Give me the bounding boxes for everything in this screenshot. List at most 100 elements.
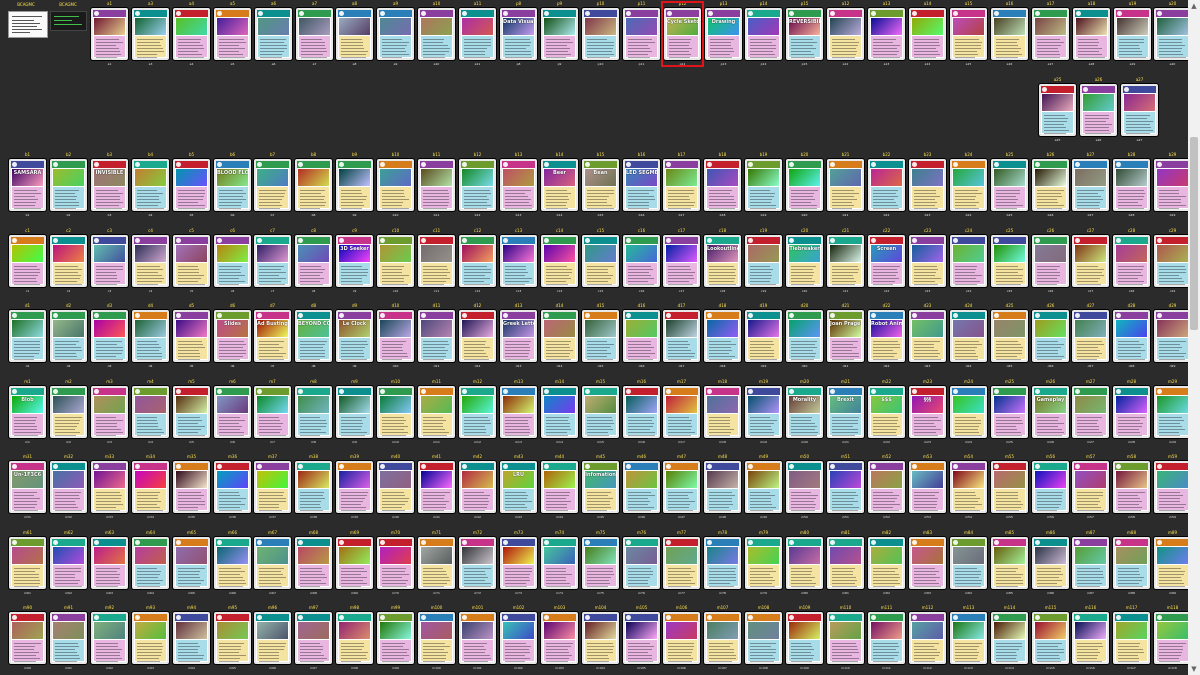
- card[interactable]: [132, 537, 169, 589]
- card[interactable]: [214, 235, 251, 287]
- card[interactable]: [418, 8, 455, 60]
- terminal-thumbnail[interactable]: [50, 11, 87, 31]
- card[interactable]: [1121, 84, 1158, 136]
- card[interactable]: [582, 612, 619, 664]
- card[interactable]: [1032, 310, 1069, 362]
- card[interactable]: [623, 8, 660, 60]
- card[interactable]: [950, 386, 987, 438]
- card[interactable]: [909, 8, 946, 60]
- card[interactable]: [950, 8, 987, 60]
- card[interactable]: [459, 537, 496, 589]
- card[interactable]: [1072, 235, 1109, 287]
- card[interactable]: Screen: [868, 235, 905, 287]
- card[interactable]: [132, 8, 169, 60]
- card[interactable]: Drawing: [705, 8, 742, 60]
- card[interactable]: [582, 386, 619, 438]
- card[interactable]: BEYOND CODE: [295, 310, 332, 362]
- card[interactable]: [950, 159, 987, 211]
- card[interactable]: [663, 310, 700, 362]
- card[interactable]: [173, 612, 210, 664]
- card[interactable]: [991, 461, 1028, 513]
- card[interactable]: [745, 159, 782, 211]
- card[interactable]: LED SEGMENTS: [623, 159, 660, 211]
- card[interactable]: [377, 310, 414, 362]
- card[interactable]: [582, 8, 619, 60]
- card[interactable]: [991, 386, 1028, 438]
- scroll-down-icon[interactable]: ▼: [1191, 665, 1197, 673]
- card[interactable]: [500, 612, 537, 664]
- card[interactable]: Beer: [541, 159, 578, 211]
- card[interactable]: [541, 235, 578, 287]
- card[interactable]: [91, 235, 128, 287]
- card[interactable]: [541, 8, 578, 60]
- card[interactable]: [296, 8, 333, 60]
- card[interactable]: [991, 235, 1028, 287]
- card[interactable]: [1154, 461, 1191, 513]
- card[interactable]: [704, 310, 741, 362]
- card[interactable]: [827, 235, 864, 287]
- card[interactable]: [500, 537, 537, 589]
- card[interactable]: [132, 235, 169, 287]
- card[interactable]: [1113, 612, 1150, 664]
- card[interactable]: [91, 537, 128, 589]
- card[interactable]: [950, 310, 987, 362]
- card[interactable]: [214, 537, 251, 589]
- card[interactable]: INVISIBLE: [91, 159, 128, 211]
- card[interactable]: [9, 612, 46, 664]
- card[interactable]: [541, 386, 578, 438]
- vertical-scrollbar[interactable]: ▲ ▼: [1188, 0, 1200, 675]
- card[interactable]: [909, 159, 946, 211]
- card[interactable]: [1032, 159, 1069, 211]
- card[interactable]: [91, 8, 128, 60]
- card[interactable]: [704, 612, 741, 664]
- card[interactable]: REVERSIBILITY: [786, 8, 823, 60]
- card[interactable]: [132, 386, 169, 438]
- card[interactable]: [1154, 159, 1191, 211]
- card[interactable]: [1072, 386, 1109, 438]
- card[interactable]: [418, 235, 455, 287]
- card[interactable]: [1072, 537, 1109, 589]
- card[interactable]: [336, 461, 373, 513]
- card[interactable]: [459, 310, 496, 362]
- card[interactable]: [1154, 235, 1191, 287]
- card[interactable]: Data Visualization: [500, 8, 537, 60]
- card[interactable]: [868, 8, 905, 60]
- card[interactable]: Blob: [9, 386, 46, 438]
- card[interactable]: [377, 8, 414, 60]
- card[interactable]: [459, 235, 496, 287]
- card[interactable]: Morality: [786, 386, 823, 438]
- card[interactable]: Cycle Sketch: [664, 8, 701, 60]
- document-thumbnail[interactable]: [8, 11, 48, 38]
- card[interactable]: [91, 310, 128, 362]
- card[interactable]: [623, 612, 660, 664]
- card[interactable]: [786, 461, 823, 513]
- card[interactable]: [991, 612, 1028, 664]
- card[interactable]: $$$: [868, 386, 905, 438]
- card[interactable]: [500, 235, 537, 287]
- card[interactable]: [377, 461, 414, 513]
- card[interactable]: [991, 310, 1028, 362]
- card[interactable]: [868, 461, 905, 513]
- card[interactable]: [623, 386, 660, 438]
- card[interactable]: [91, 461, 128, 513]
- card[interactable]: [500, 159, 537, 211]
- card[interactable]: [827, 461, 864, 513]
- card[interactable]: [1072, 159, 1109, 211]
- card[interactable]: [704, 461, 741, 513]
- card[interactable]: [91, 612, 128, 664]
- card[interactable]: [663, 537, 700, 589]
- card[interactable]: [1154, 612, 1191, 664]
- card[interactable]: [459, 461, 496, 513]
- card[interactable]: [377, 537, 414, 589]
- card[interactable]: [377, 235, 414, 287]
- card[interactable]: [704, 159, 741, 211]
- card[interactable]: [541, 537, 578, 589]
- card[interactable]: [1073, 8, 1110, 60]
- card[interactable]: [663, 612, 700, 664]
- card[interactable]: [9, 310, 46, 362]
- card[interactable]: [50, 612, 87, 664]
- card[interactable]: [295, 235, 332, 287]
- card[interactable]: [1113, 235, 1150, 287]
- card[interactable]: [336, 537, 373, 589]
- card[interactable]: Joan Prager: [827, 310, 864, 362]
